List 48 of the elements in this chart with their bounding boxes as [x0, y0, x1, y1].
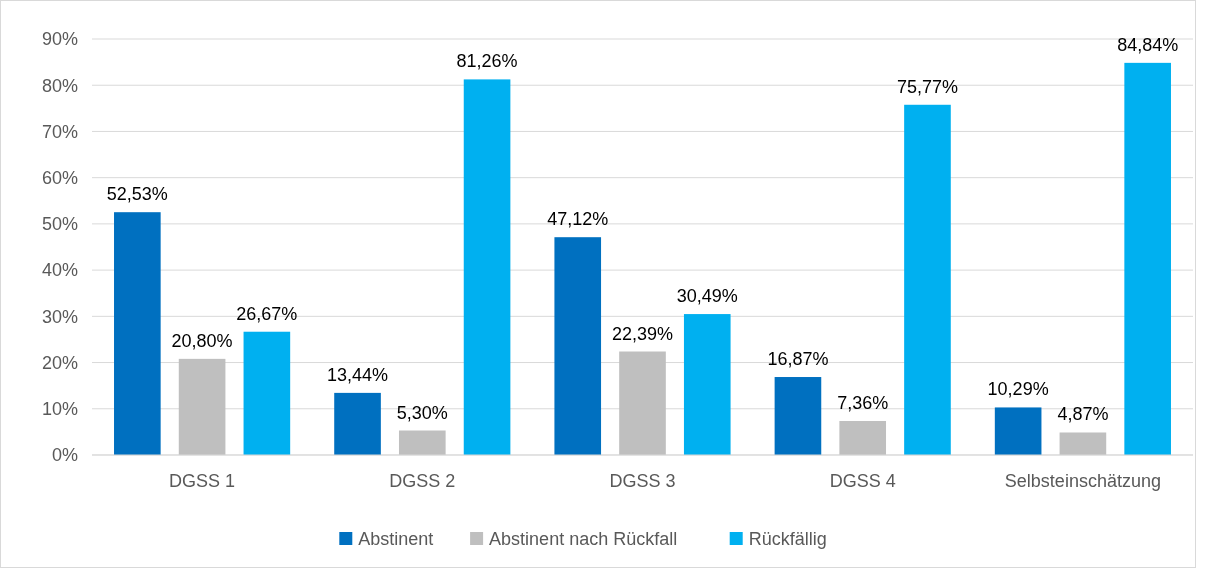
- data-label: 7,36%: [837, 392, 889, 413]
- bar: [1059, 432, 1107, 455]
- bar: [243, 331, 291, 455]
- data-label: 10,29%: [987, 379, 1049, 400]
- y-tick-label: 80%: [41, 75, 78, 96]
- y-tick-label: 10%: [41, 399, 78, 420]
- bar: [398, 430, 446, 455]
- data-label: 75,77%: [896, 76, 958, 97]
- x-tick-label: DGSS 4: [829, 471, 896, 491]
- data-label: 47,12%: [547, 209, 609, 230]
- data-label: 22,39%: [611, 323, 674, 344]
- bar: [114, 212, 161, 455]
- y-tick-label: 60%: [41, 167, 78, 188]
- bar: [683, 314, 731, 455]
- bar: [463, 79, 511, 455]
- y-tick-label: 0%: [51, 445, 78, 466]
- bar: [1124, 62, 1171, 455]
- data-label: 5,30%: [396, 402, 448, 423]
- y-tick-label: 30%: [41, 306, 78, 327]
- bar: [994, 407, 1042, 455]
- x-tick-label: DGSS 3: [609, 471, 676, 491]
- data-label: 30,49%: [676, 286, 738, 307]
- data-label: 4,87%: [1057, 404, 1109, 425]
- bar: [774, 377, 822, 455]
- data-label: 20,80%: [171, 330, 233, 351]
- y-tick-label: 20%: [41, 352, 78, 373]
- data-label: 26,67%: [236, 303, 298, 324]
- data-label: 81,26%: [456, 51, 518, 72]
- bar: [904, 104, 951, 455]
- y-tick-label: 70%: [41, 121, 78, 142]
- bar: [554, 237, 602, 455]
- data-label: 16,87%: [767, 349, 829, 370]
- bar: [839, 420, 887, 455]
- data-label: 84,84%: [1117, 34, 1179, 55]
- legend-label: Abstinent: [358, 529, 434, 550]
- x-tick-label: DGSS 2: [389, 471, 456, 491]
- data-label: 13,44%: [327, 364, 389, 385]
- legend-label: Abstinent nach Rückfall: [489, 529, 678, 550]
- data-label: 52,53%: [106, 184, 168, 205]
- bar: [178, 358, 226, 455]
- x-tick-label: Selbsteinschätzung: [1004, 471, 1161, 491]
- bar: [334, 392, 381, 455]
- legend-label: Rückfällig: [748, 529, 827, 550]
- bar: [619, 351, 666, 455]
- y-tick-label: 50%: [41, 214, 78, 235]
- y-tick-label: 90%: [41, 29, 78, 50]
- x-tick-label: DGSS 1: [169, 471, 236, 491]
- y-tick-label: 40%: [41, 260, 78, 281]
